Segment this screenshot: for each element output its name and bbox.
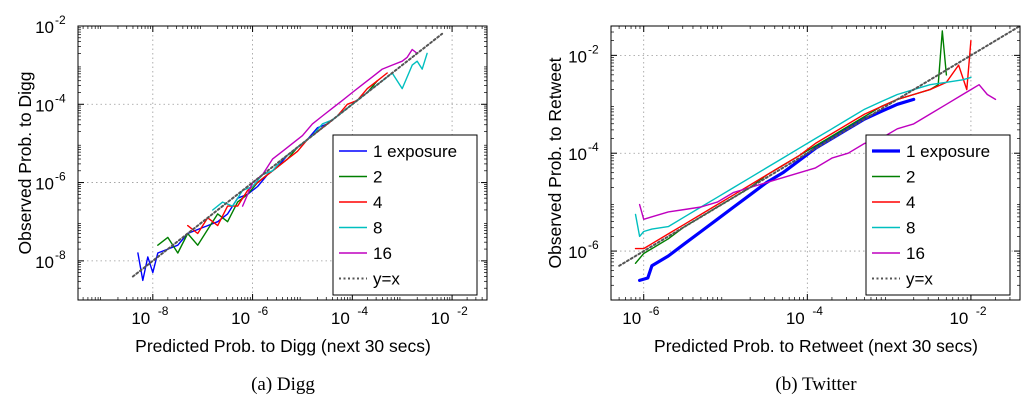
y-tick-exponent: -2 (588, 42, 599, 56)
legend-label: y=x (906, 270, 933, 289)
series-line-4 (634, 40, 972, 250)
x-tick-label: 10 (622, 309, 641, 328)
x-tick-label: 10 (231, 309, 250, 328)
chart-digg: 10 -8 10 -6 10 -4 10 -210 -810 -610 -410 -2Predicte… (15, 13, 488, 395)
legend-label: 2 (906, 168, 915, 187)
y-tick-label: 10 (568, 243, 587, 262)
y-tick-exponent: -4 (55, 91, 66, 105)
series-group (618, 26, 1020, 282)
series-line-y-x (131, 32, 444, 278)
y-axis-label: Observed Prob. to Retweet (545, 57, 565, 268)
x-tick-exponent: -6 (258, 304, 269, 318)
y-tick-exponent: -8 (55, 248, 66, 262)
y-tick-exponent: -6 (55, 170, 66, 184)
legend-label: 1 exposure (373, 142, 457, 161)
legend-label: 16 (906, 244, 925, 263)
x-tick-exponent: -6 (649, 304, 660, 318)
legend-label: y=x (373, 270, 400, 289)
legend-label: 8 (906, 219, 915, 238)
x-tick-label: 10 (131, 309, 150, 328)
legend-box (332, 134, 478, 296)
series-group (131, 32, 444, 282)
x-tick-label: 10 (431, 309, 450, 328)
axes-frame (77, 25, 488, 301)
legend-label: 2 (373, 168, 382, 187)
subfigure-caption: (a) Digg (251, 374, 315, 395)
subfigure-caption: (b) Twitter (775, 374, 857, 395)
series-line-16 (638, 83, 997, 221)
x-tick-exponent: -4 (357, 304, 368, 318)
y-tick-exponent: -4 (588, 140, 599, 154)
legend-label: 4 (906, 193, 915, 212)
y-tick-label: 10 (35, 175, 54, 194)
x-axis-label: Predicted Prob. to Digg (next 30 secs) (135, 336, 431, 356)
legend-label: 1 exposure (906, 142, 990, 161)
series-line-y-x (618, 26, 1020, 267)
legend: 1 exposure 2 4 8 16 y=x (865, 134, 1011, 296)
legend: 1 exposure 2 4 8 16 y=x (332, 134, 478, 296)
x-tick-exponent: -2 (976, 304, 987, 318)
legend-box (865, 134, 1011, 296)
x-tick-exponent: -4 (812, 304, 823, 318)
x-tick-exponent: -8 (158, 304, 169, 318)
y-tick-label: 10 (568, 145, 587, 164)
axes-frame (610, 25, 1021, 301)
y-tick-label: 10 (35, 96, 54, 115)
x-tick-label: 10 (331, 309, 350, 328)
y-tick-label: 10 (568, 47, 587, 66)
y-tick-label: 10 (35, 18, 54, 37)
legend-label: 8 (373, 219, 382, 238)
x-axis-label: Predicted Prob. to Retweet (next 30 secs… (654, 336, 978, 356)
legend-label: 4 (373, 193, 382, 212)
x-tick-exponent: -2 (457, 304, 468, 318)
x-tick-label: 10 (786, 309, 805, 328)
series-line-4 (186, 72, 388, 235)
y-tick-exponent: -6 (588, 238, 599, 252)
x-tick-label: 10 (949, 309, 968, 328)
y-tick-exponent: -2 (55, 13, 66, 27)
legend-label: 16 (373, 244, 392, 263)
y-axis-label: Observed Prob. to Digg (15, 72, 35, 255)
series-line-16 (241, 48, 418, 207)
y-tick-label: 10 (35, 253, 54, 272)
